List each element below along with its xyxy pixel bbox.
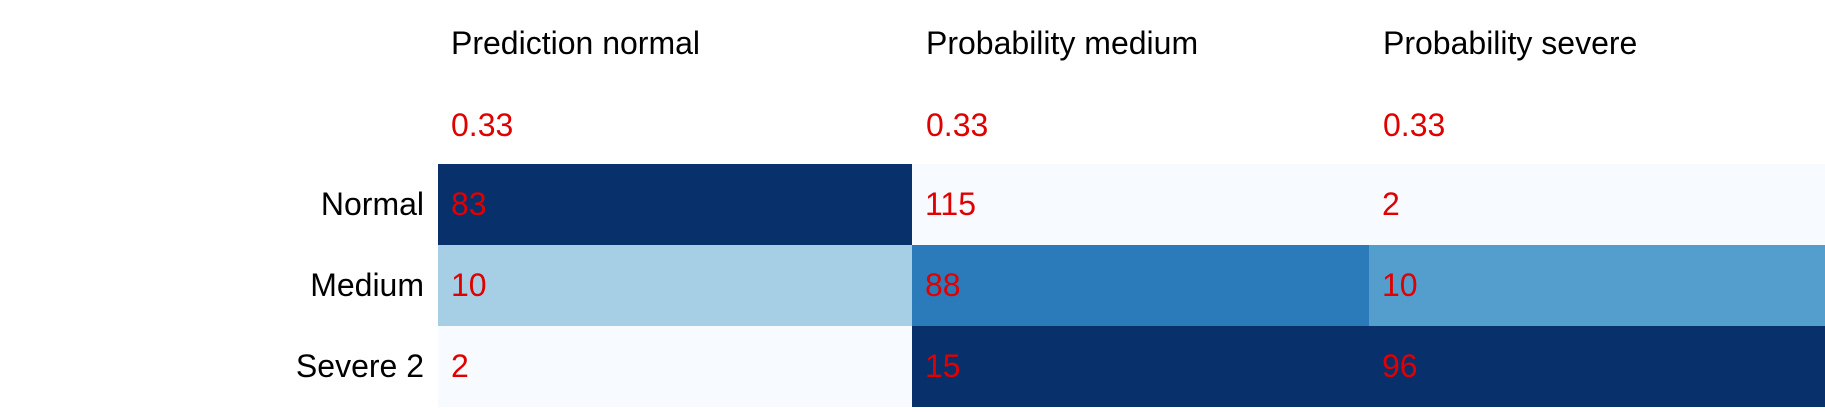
heatmap-cell: 10 <box>1369 245 1825 326</box>
heatmap-cell: 2 <box>438 326 912 407</box>
cell-value-label: 2 <box>1382 186 1400 222</box>
heatmap-cell: 115 <box>912 164 1369 245</box>
cell-value-label: 2 <box>451 348 469 384</box>
cell-value-label: 88 <box>925 267 961 303</box>
row-label-normal: Normal <box>320 186 424 222</box>
cell-value-label: 115 <box>925 186 977 222</box>
column-header-medium: Probability medium <box>926 25 1199 61</box>
heatmap-cell: 88 <box>912 245 1369 326</box>
heatmap-cell: 15 <box>912 326 1369 407</box>
cell-value-label: 83 <box>451 186 487 222</box>
heatmap-cell: 83 <box>438 164 912 245</box>
column-probability-normal: 0.33 <box>451 107 514 143</box>
column-probability-medium: 0.33 <box>926 107 989 143</box>
column-probability-severe: 0.33 <box>1383 107 1446 143</box>
row-label-severe: Severe 2 <box>295 348 424 384</box>
cell-value-label: 96 <box>1382 348 1418 384</box>
heatmap-cell: 2 <box>1369 164 1825 245</box>
heatmap-cell: 96 <box>1369 326 1825 407</box>
cell-value-label: 10 <box>1382 267 1418 303</box>
cell-value-label: 10 <box>451 267 487 303</box>
row-label-medium: Medium <box>310 267 424 303</box>
column-header-severe: Probability severe <box>1383 25 1638 61</box>
cell-value-label: 15 <box>925 348 961 384</box>
column-header-normal: Prediction normal <box>451 25 700 61</box>
heatmap-cell: 10 <box>438 245 912 326</box>
